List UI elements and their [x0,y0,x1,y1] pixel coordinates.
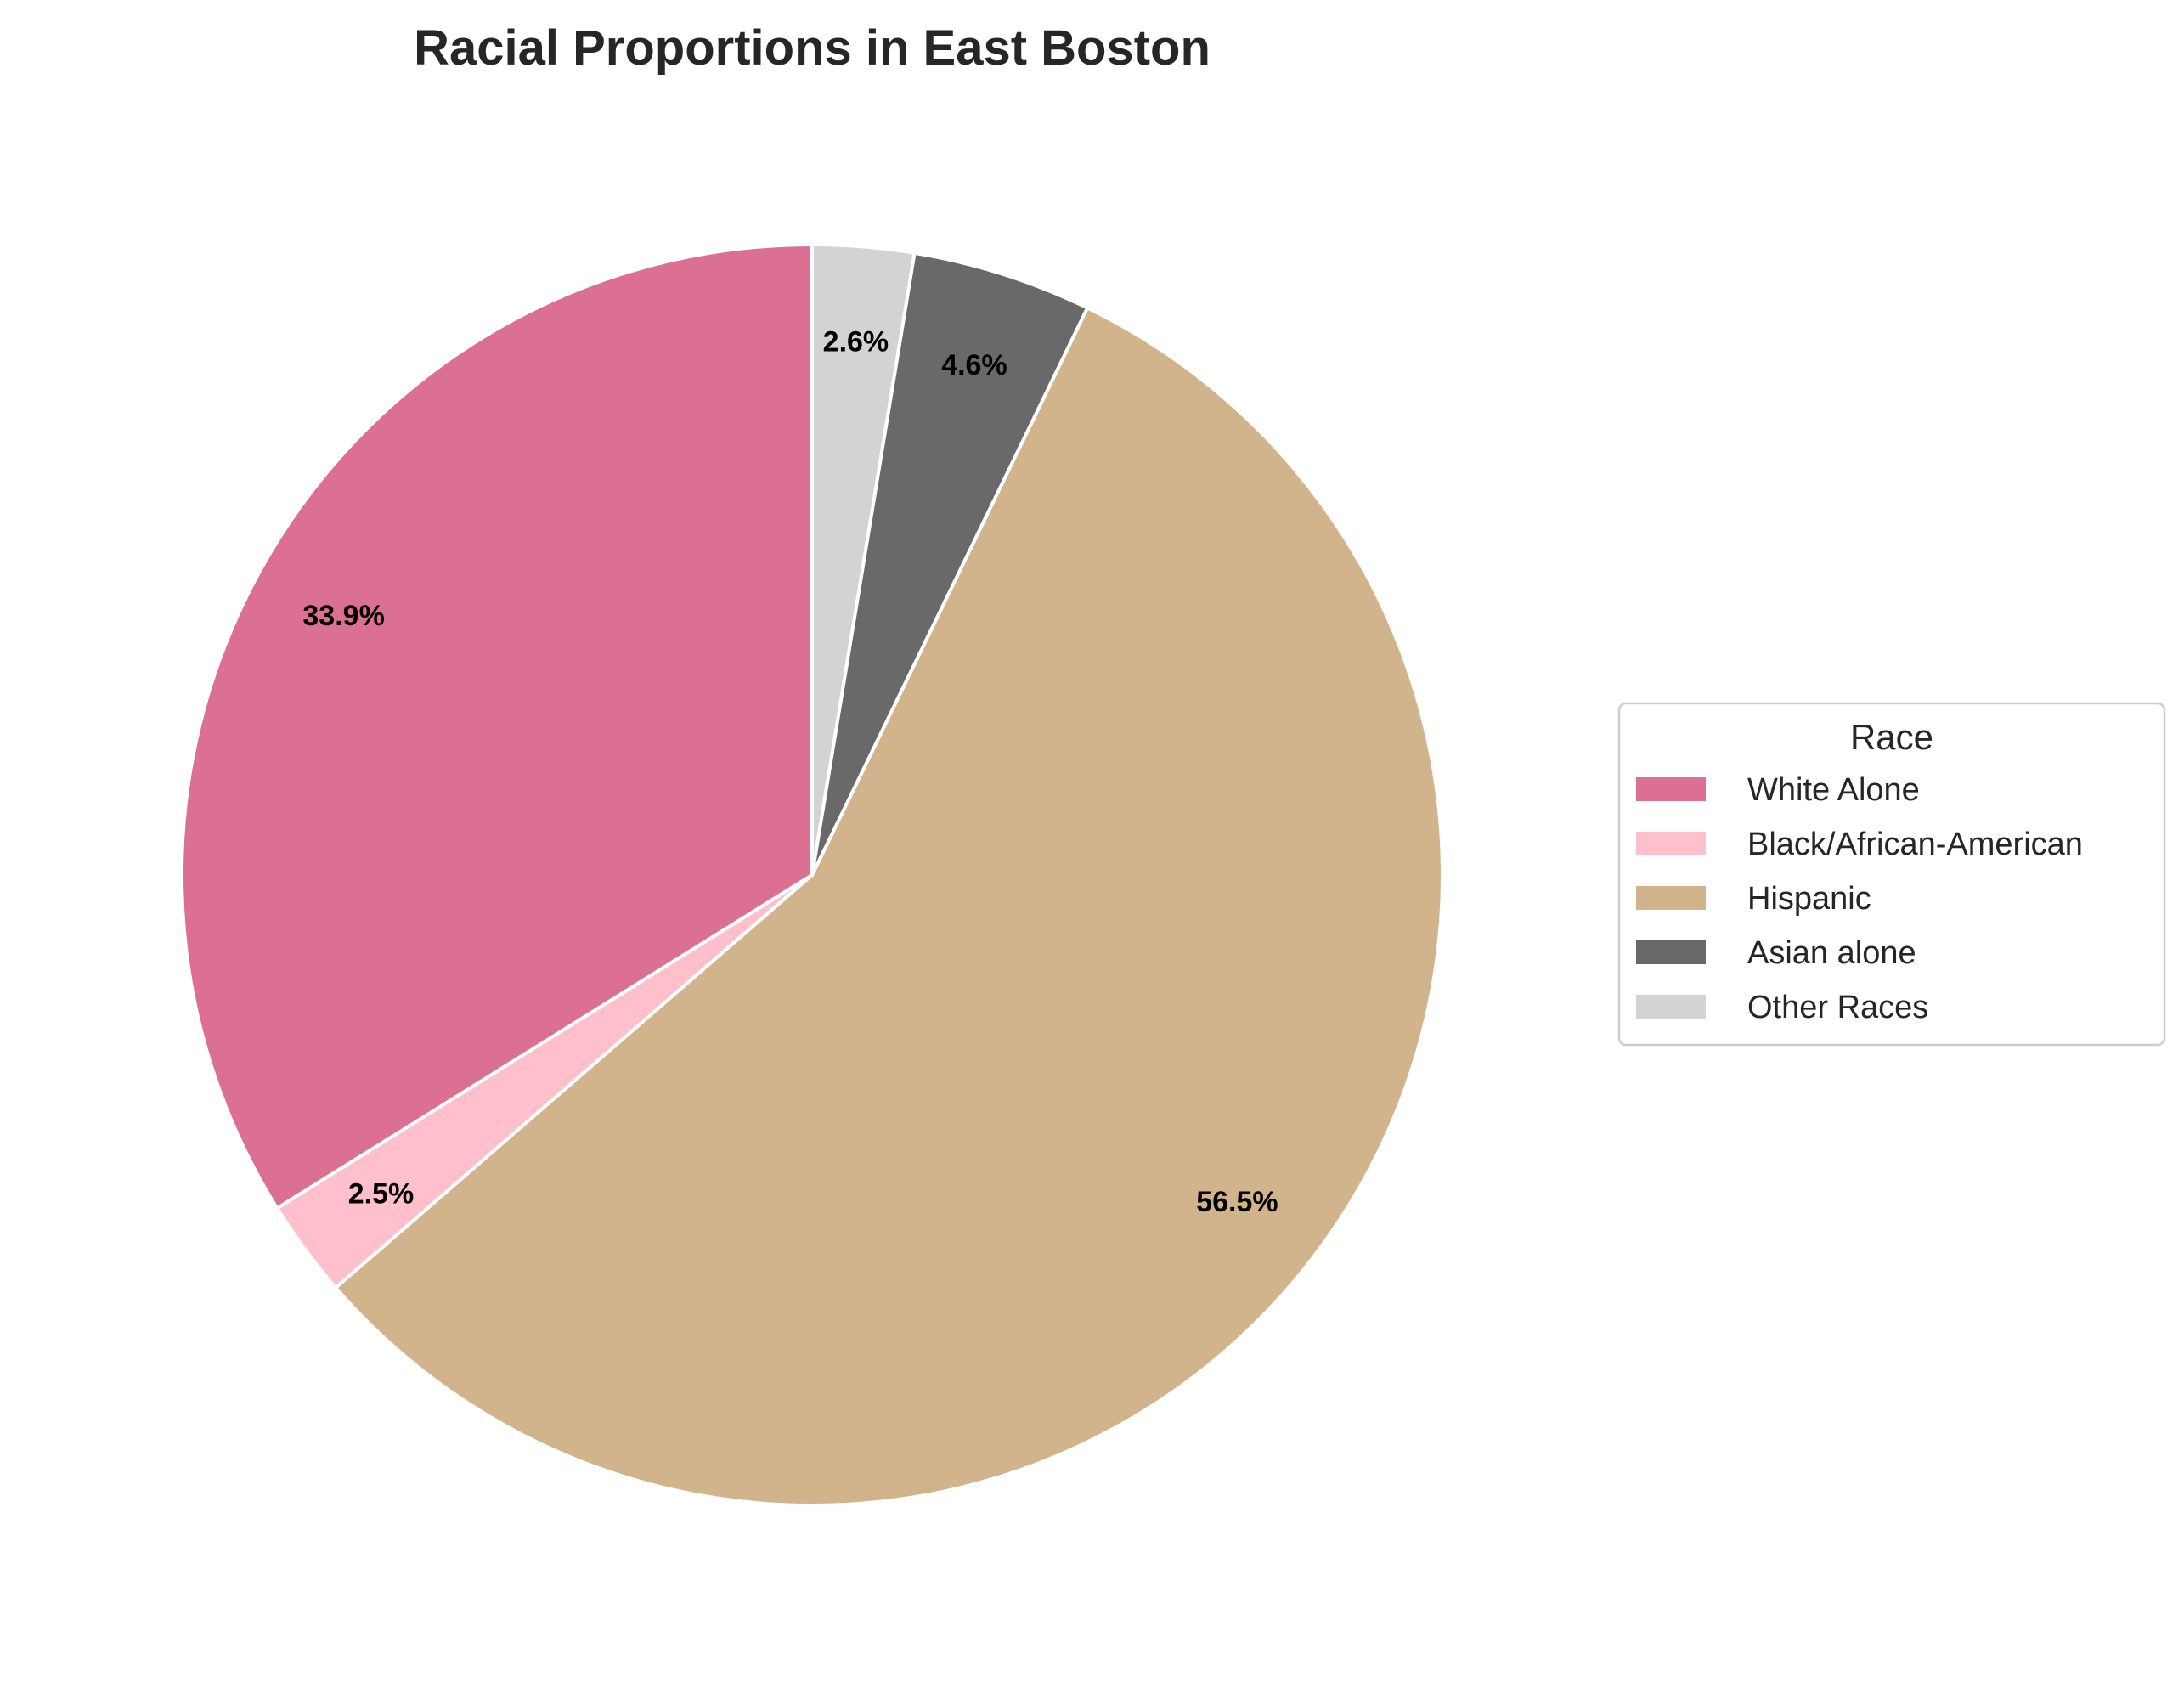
legend: Race White Alone Black/African-American Hi… [1617,702,2166,1047]
slice-label-white-alone: 33.9% [302,600,384,632]
legend-entries: White Alone Black/African-American Hispani… [1636,772,2083,1025]
legend-swatch-hispanic [1636,886,1706,910]
slice-label-hispanic: 56.5% [1196,1186,1278,1218]
legend-label-asian-alone: Asian alone [1747,935,1916,971]
legend-swatch-black-african-american [1636,832,1706,855]
chart-title: Racial Proportions in East Boston [414,20,1211,76]
legend-label-white-alone: White Alone [1747,772,1920,808]
slice-asian-alone [810,251,1090,877]
legend-title: Race [1850,717,1933,757]
legend-label-hispanic: Hispanic [1747,881,1871,917]
legend-swatch-white-alone [1636,777,1706,801]
pie-slices [180,243,1444,1507]
slice-hispanic [334,306,1444,1507]
slice-label-black-african-american: 2.5% [348,1177,415,1210]
legend-swatch-other-races [1636,995,1706,1019]
slice-labels: 33.9% 2.5% 56.5% 4.6% 2.6% [302,325,1278,1217]
legend-swatch-asian-alone [1636,940,1706,964]
legend-label-black-african-american: Black/African-American [1747,827,2083,862]
slice-white-alone [180,243,814,1211]
legend-label-other-races: Other Races [1747,990,1928,1025]
legend-frame [1617,702,2166,1047]
slice-label-asian-alone: 4.6% [941,349,1007,381]
slice-other-races [810,243,917,877]
slice-label-other-races: 2.6% [823,325,889,358]
